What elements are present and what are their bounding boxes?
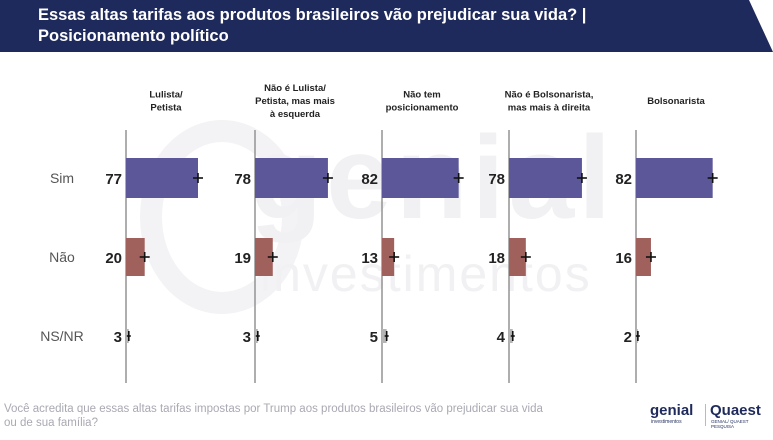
logos: genial investimentos Quaest GENIAL/ QUAE… [650, 402, 765, 432]
row-label-2: NS/NR [40, 328, 84, 344]
bar-2-2 [382, 329, 387, 343]
bar-0-0 [126, 158, 198, 198]
group-label-line: Não é Lulista/ [264, 83, 326, 94]
value-label-1-2: 3 [243, 329, 251, 346]
value-label-0-1: 20 [105, 250, 122, 267]
value-label-0-2: 3 [114, 329, 122, 346]
bar-3-1 [509, 238, 526, 276]
title-line-1: Essas altas tarifas aos produtos brasile… [38, 6, 587, 24]
bar-4-0 [636, 158, 713, 198]
group-label-line: à esquerda [270, 109, 321, 120]
value-label-0-0: 77 [105, 171, 122, 188]
bar-0-1 [126, 238, 145, 276]
genial-logo-sub: investimentos [651, 419, 682, 425]
bar-chart: Sim Não NS/NR Lulista/Petista 77 20 3 Não é Lul… [40, 83, 718, 383]
group-label-line: Bolsonarista [647, 96, 705, 107]
header-bar: Essas altas tarifas aos produtos brasile… [0, 0, 773, 52]
value-label-3-0: 78 [488, 171, 505, 188]
bar-2-0 [382, 158, 459, 198]
group-label-line: Não tem [403, 90, 440, 101]
value-label-4-2: 2 [624, 329, 632, 346]
bar-1-0 [255, 158, 328, 198]
row-label-0: Sim [50, 170, 74, 186]
group-label-line: Lulista/ [149, 90, 183, 101]
header-corner [749, 0, 773, 52]
value-label-1-1: 19 [234, 250, 251, 267]
group-label-0: Lulista/Petista [149, 90, 183, 114]
group-label-line: Não é Bolsonarista, [505, 90, 594, 101]
value-label-2-1: 13 [361, 250, 378, 267]
title-line-2: Posicionamento político [38, 27, 229, 45]
value-label-4-1: 16 [615, 250, 632, 267]
value-label-4-0: 82 [615, 171, 632, 188]
group-label-line: Petista, mas mais [255, 96, 335, 107]
bar-2-1 [382, 238, 395, 276]
value-label-3-2: 4 [497, 329, 506, 346]
survey-question: Você acredita que essas altas tarifas im… [4, 403, 543, 429]
bar-1-1 [255, 238, 273, 276]
value-label-1-0: 78 [234, 171, 251, 188]
group-label-1: Não é Lulista/Petista, mas mais à esquerd… [255, 83, 335, 120]
group-label-line: Petista [150, 103, 182, 114]
group-label-3: Não é Bolsonarista, mas mais à direita [505, 90, 594, 114]
group-label-line: posicionamento [386, 103, 459, 114]
bar-4-1 [636, 238, 651, 276]
row-label-1: Não [49, 249, 75, 265]
logo-divider [705, 404, 706, 426]
page-title: Essas altas tarifas aos produtos brasile… [38, 5, 738, 47]
genial-logo: genial [650, 402, 694, 419]
quaest-logo: Quaest [710, 402, 761, 419]
value-label-2-0: 82 [361, 171, 378, 188]
group-label-line: mas mais à direita [508, 103, 591, 114]
group-label-2: Não tem posicionamento [386, 90, 459, 114]
quaest-logo-sub: GENIAL/ QUAEST PESQUISA [711, 419, 749, 429]
bar-3-0 [509, 158, 582, 198]
value-label-2-2: 5 [370, 329, 378, 346]
value-label-3-1: 18 [488, 250, 505, 267]
group-label-4: Bolsonarista [647, 96, 705, 107]
